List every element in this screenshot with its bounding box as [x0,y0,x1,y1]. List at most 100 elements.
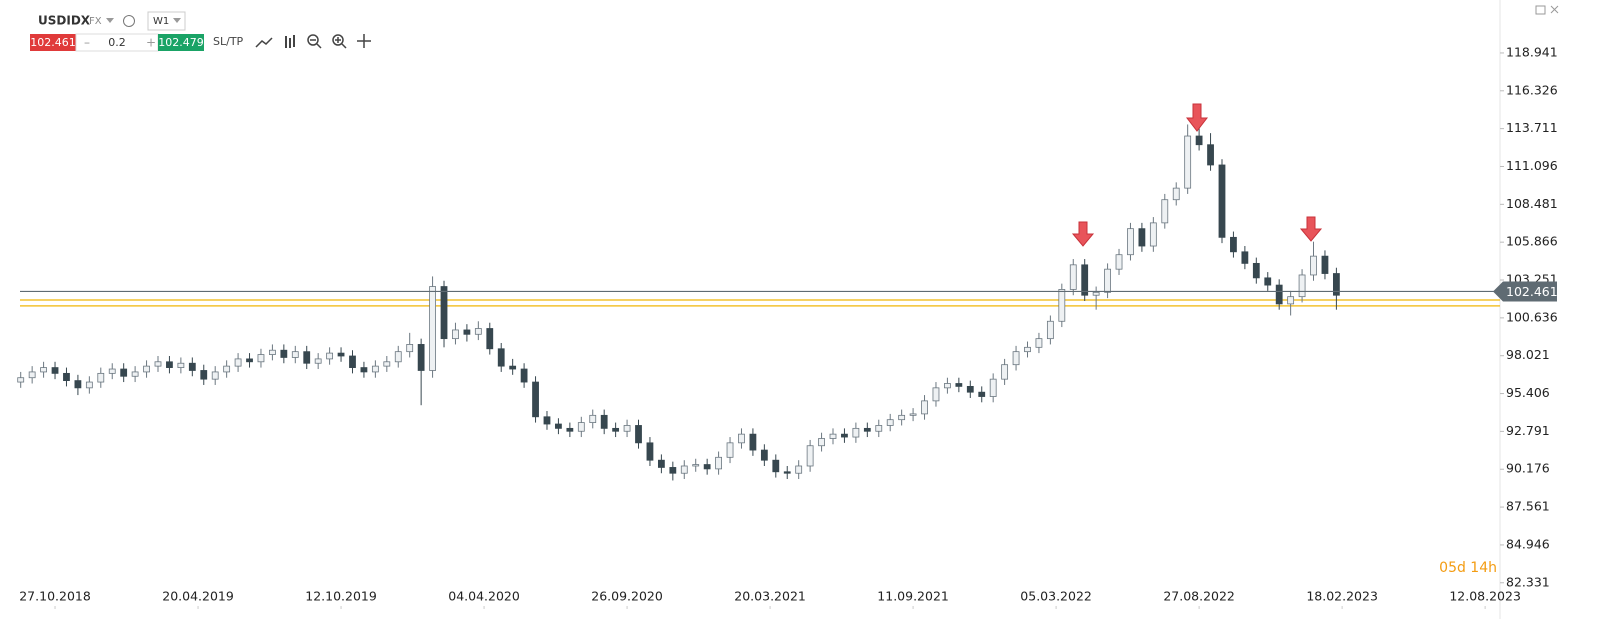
candle-body [131,371,139,377]
candle-body [1081,264,1089,296]
candle-body [1230,236,1237,253]
buy-button[interactable] [158,34,204,51]
x-tick-label: 20.04.2019 [162,589,234,604]
y-tick-label: 92.791 [1506,423,1550,438]
candle-body [360,367,368,373]
candle-body [1195,135,1203,146]
y-tick-label: 90.176 [1506,461,1550,476]
candle-body [955,383,963,387]
y-tick-label: 87.561 [1506,499,1550,514]
candle-body [738,433,745,444]
candle-body [452,329,459,340]
candle-body [657,459,665,468]
candle-body [966,385,974,393]
candle-body [1241,251,1249,264]
candle-body [1127,228,1134,256]
y-tick-label: 108.481 [1506,196,1558,211]
plot [17,0,1504,619]
minus[interactable]: – [84,36,90,50]
sell-button[interactable] [30,34,76,51]
candle-body [429,286,436,371]
y-tick-label: 84.946 [1506,536,1550,551]
candle-body [1310,255,1317,276]
candle-body [1252,262,1260,279]
candle-body [74,380,82,389]
candle-body [932,387,940,402]
candle-body [337,352,345,357]
candle-body [1149,222,1157,247]
candle-body [566,427,574,432]
window-controls[interactable] [1535,5,1559,15]
candle-body [28,371,36,379]
price-tag [1493,281,1557,302]
interval[interactable]: W1 [153,16,169,27]
candle-body [1207,144,1214,166]
y-tick-label: 82.331 [1506,574,1550,589]
candle-body [326,352,334,360]
volume[interactable]: 0.2 [108,36,126,49]
candle-body [497,348,505,367]
x-tick-label: 27.10.2018 [19,589,91,604]
market-dropdown[interactable] [106,18,114,23]
candle-body [612,427,620,432]
buy-price[interactable]: 102.479 [158,36,204,49]
candle-body [532,381,539,418]
candle-body [726,442,734,458]
plus[interactable]: + [146,36,156,50]
interval-box[interactable] [147,11,186,31]
candle-body [1218,164,1226,238]
candle-body [1035,338,1043,348]
market: FX [89,16,102,27]
candle-body [280,349,288,358]
candle-body [406,344,414,353]
candle-body [818,438,825,447]
candle-body [223,365,231,373]
sell-price[interactable]: 102.461 [30,36,76,49]
candle-body [303,351,311,364]
candle-body [417,344,425,371]
candle-body [120,368,128,377]
y-tick-label: 118.941 [1506,44,1558,59]
sltp[interactable]: SL/TP [213,35,244,48]
zoom-icons[interactable] [307,34,371,49]
candle-body [989,378,997,397]
candle-body [1287,296,1295,305]
candle-body [154,361,162,367]
candle-body [1264,277,1272,286]
y-tick-label: 105.866 [1506,234,1558,249]
x-tick-label: 12.10.2019 [305,589,377,604]
x-tick-label: 27.08.2022 [1163,589,1235,604]
y-tick-label: 95.406 [1506,385,1550,400]
candle-body [143,365,150,373]
candle-body [291,351,299,358]
candle-body [97,372,105,383]
candle-body [486,328,494,350]
line-chart-icon[interactable] [255,37,273,48]
candle-body [108,368,116,374]
candle-body [829,433,837,439]
candle-body [314,358,322,364]
candle-body [978,391,986,397]
candle-body [715,456,722,470]
candle-body [852,427,860,438]
candle-body [1058,289,1066,322]
y-tick-label: 100.636 [1506,309,1558,324]
candle-body [543,416,551,425]
y-tick-label: 113.711 [1506,120,1558,135]
candle-body [383,361,391,367]
candle-body [246,358,253,363]
y-tick-label: 116.326 [1506,82,1558,97]
candle-body [1012,351,1020,366]
symbol[interactable]: USDIDX [38,14,91,28]
candle-body [257,354,265,363]
candle-body [63,372,70,382]
info-icon[interactable] [123,15,135,27]
candle-body [51,367,59,374]
candle-body [703,464,711,470]
candle-body [1275,284,1283,305]
candle-icon[interactable] [285,35,295,48]
candle-body [692,464,700,467]
candle-body [795,465,803,474]
